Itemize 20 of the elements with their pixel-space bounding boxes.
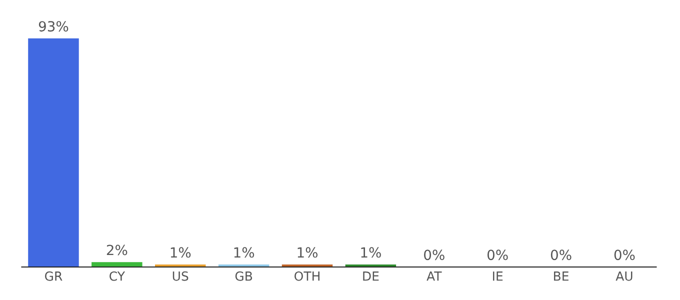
data-label: 1% bbox=[298, 247, 318, 258]
data-label: 2% bbox=[106, 244, 128, 256]
x-tick-label: OTH bbox=[294, 271, 320, 281]
data-label: 0% bbox=[614, 250, 635, 260]
x-tick-label: IE bbox=[493, 272, 503, 281]
x-tick-label: GB bbox=[235, 271, 252, 281]
data-label: 0% bbox=[424, 250, 444, 260]
x-tick-label: AU bbox=[616, 272, 632, 281]
x-tick-label: CY bbox=[110, 271, 126, 281]
x-tick-label: AT bbox=[426, 272, 442, 281]
data-label: 93% bbox=[38, 21, 68, 32]
data-label: 0% bbox=[550, 250, 572, 260]
data-label: 1% bbox=[170, 247, 191, 258]
x-tick-label: GR bbox=[45, 271, 62, 281]
data-label: 1% bbox=[361, 247, 381, 258]
x-tick-label: DE bbox=[363, 272, 379, 281]
data-label: 0% bbox=[487, 250, 508, 260]
x-tick-label: US bbox=[172, 271, 188, 281]
x-tick-label: BE bbox=[554, 272, 568, 281]
data-label: 1% bbox=[234, 247, 254, 258]
